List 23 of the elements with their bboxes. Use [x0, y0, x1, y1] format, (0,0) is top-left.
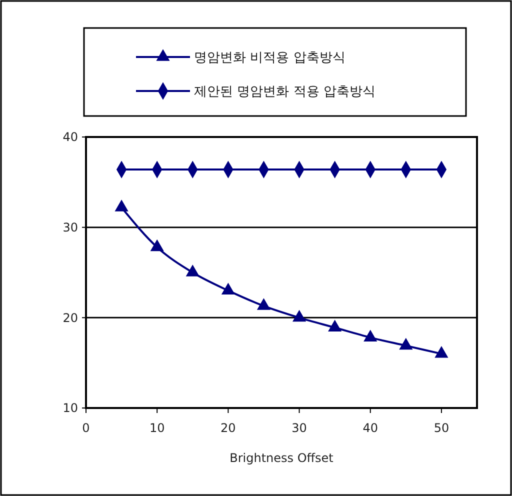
y-tick-label: 20: [62, 310, 78, 325]
point: [114, 200, 128, 212]
x-tick-label: 0: [82, 421, 90, 435]
point: [292, 310, 306, 322]
point: [364, 330, 378, 342]
point: [186, 264, 200, 276]
x-tick-label: 20: [220, 421, 236, 435]
x-tick-label: 40: [362, 421, 378, 435]
legend-label: 명암변화 비적용 압축방식: [194, 50, 346, 66]
x-axis-title: Brightness Offset: [230, 451, 334, 465]
y-tick-label: 30: [62, 220, 78, 235]
point: [434, 346, 448, 358]
point: [399, 338, 413, 350]
legend-label: 제안된 명암변화 적용 압축방식: [194, 84, 376, 100]
x-tick-label: 50: [434, 421, 450, 435]
x-tick-label: 10: [149, 421, 165, 435]
point: [150, 239, 164, 252]
y-tick-label: 10: [62, 401, 78, 416]
x-tick-label: 30: [292, 421, 307, 435]
point: [221, 282, 235, 294]
point: [256, 298, 271, 310]
y-tick-label: 40: [62, 130, 78, 144]
point: [328, 320, 342, 332]
